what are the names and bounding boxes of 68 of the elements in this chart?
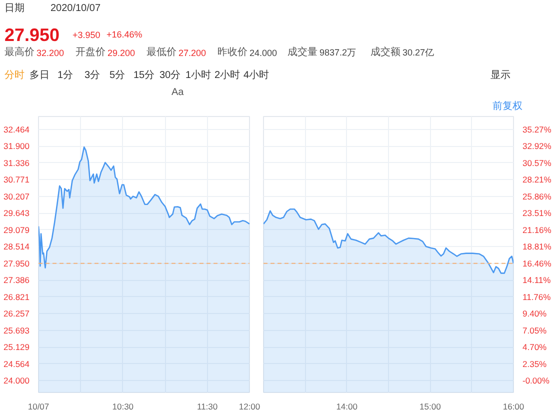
y2-tick-label: 23.51%	[522, 208, 552, 218]
y2-tick-label: -0.00%	[522, 376, 550, 386]
text: 5分	[110, 69, 126, 81]
text: 4小时	[244, 69, 270, 81]
text: 日期	[4, 2, 24, 14]
y2-tick-label: 16.46%	[522, 258, 552, 268]
text: 27.200	[178, 48, 206, 58]
y-tick-label: 31.336	[4, 158, 30, 168]
text: 32.200	[36, 48, 64, 58]
text: 3分	[84, 69, 100, 81]
text: 分时	[4, 69, 24, 81]
y-tick-label: 32.464	[4, 124, 30, 134]
text: 最低价	[146, 46, 176, 58]
text: 2020/10/07	[50, 3, 101, 14]
y-tick-label: 30.207	[4, 191, 30, 202]
y-tick-label: 24.564	[4, 358, 30, 369]
text: 1分	[58, 69, 74, 81]
text: Aa	[172, 87, 184, 98]
text: 24.000	[250, 48, 278, 58]
text: 最高价	[4, 46, 34, 58]
x-tick-label: 16:00	[502, 402, 524, 412]
text: 开盘价	[76, 46, 106, 58]
y2-tick-label: 2.35%	[522, 358, 548, 369]
x-tick-label: 10/07	[28, 402, 50, 412]
y-tick-label: 27.950	[4, 258, 30, 268]
y2-tick-label: 18.81%	[522, 242, 552, 252]
y2-tick-label: 35.27%	[522, 124, 552, 134]
y2-tick-label: 32.92%	[522, 141, 552, 152]
y-tick-label: 28.514	[4, 242, 30, 252]
x-tick-label: 10:30	[112, 402, 134, 412]
y2-tick-label: 7.05%	[522, 325, 548, 336]
y-tick-label: 30.771	[4, 174, 30, 185]
y2-tick-label: 30.57%	[522, 158, 552, 168]
y2-tick-label: 11.76%	[522, 292, 552, 302]
text: 1小时	[186, 69, 212, 81]
text: 多日	[30, 69, 50, 81]
y2-tick-label: 28.21%	[522, 174, 552, 185]
text: 成交额	[370, 46, 400, 58]
text: 29.200	[108, 48, 136, 58]
text: 30分	[160, 69, 181, 81]
x-tick-label: 15:00	[420, 402, 442, 412]
y2-tick-label: 9.40%	[522, 308, 548, 319]
text: +3.950	[72, 30, 100, 40]
x-tick-label: 12:00	[238, 402, 260, 412]
text: 30.27亿	[402, 48, 434, 58]
y-tick-label: 24.000	[4, 376, 30, 386]
text: 前复权	[492, 100, 522, 112]
y-tick-label: 29.079	[4, 224, 30, 235]
y-tick-label: 26.821	[4, 292, 30, 302]
x-tick-label: 11:30	[196, 402, 218, 412]
y2-tick-label: 4.70%	[522, 342, 548, 352]
y-tick-label: 29.643	[4, 208, 30, 218]
text: 15分	[134, 69, 155, 81]
text: 显示	[490, 70, 510, 81]
y-tick-label: 25.693	[4, 325, 30, 336]
y-tick-label: 31.900	[4, 141, 30, 152]
text: 9837.2万	[320, 48, 356, 58]
y-tick-label: 27.386	[4, 275, 30, 286]
text: 成交量	[288, 46, 318, 58]
y-tick-label: 26.257	[4, 308, 30, 319]
y2-tick-label: 25.86%	[522, 191, 552, 202]
y-tick-label: 25.129	[4, 342, 30, 352]
text: 2小时	[214, 69, 240, 81]
y2-tick-label: 14.11%	[522, 275, 552, 286]
text: +16.46%	[106, 30, 142, 40]
x-tick-label: 14:00	[336, 402, 358, 412]
y2-tick-label: 21.16%	[522, 224, 552, 235]
text: 昨收价	[218, 46, 248, 58]
